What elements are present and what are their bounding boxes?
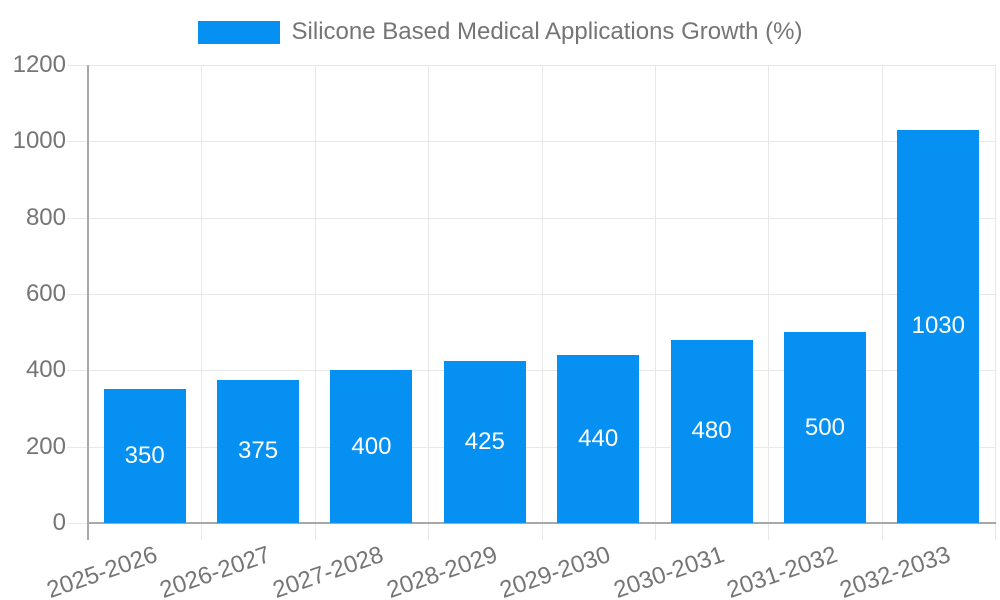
gridline-vertical xyxy=(314,65,316,540)
legend-swatch xyxy=(197,20,280,44)
bar xyxy=(783,332,866,523)
bar xyxy=(557,355,640,523)
bar xyxy=(443,360,526,523)
gridline-vertical xyxy=(881,65,883,540)
gridline-horizontal xyxy=(67,141,996,143)
bar-value-label: 350 xyxy=(124,442,165,470)
bar-value-label: 440 xyxy=(578,425,619,453)
y-axis-label: 1200 xyxy=(12,51,66,78)
bar-value-label: 1030 xyxy=(911,312,965,340)
bar xyxy=(670,339,753,523)
gridline-vertical xyxy=(995,65,996,540)
bar-value-label: 480 xyxy=(691,417,732,445)
y-axis-label: 0 xyxy=(52,509,66,536)
bar xyxy=(330,370,413,523)
gridline-vertical xyxy=(201,65,203,540)
chart-legend: Silicone Based Medical Applications Grow… xyxy=(0,18,1000,46)
y-axis-label: 400 xyxy=(25,356,66,384)
legend-label: Silicone Based Medical Applications Grow… xyxy=(291,18,803,45)
bar xyxy=(217,379,300,523)
bar xyxy=(897,129,980,523)
gridline-vertical xyxy=(428,65,430,540)
gridline-vertical xyxy=(541,65,543,540)
gridline-horizontal xyxy=(67,446,996,448)
y-axis-label: 600 xyxy=(25,280,66,307)
y-axis-label: 200 xyxy=(25,432,66,460)
bar-value-label: 375 xyxy=(238,437,279,465)
gridline-horizontal xyxy=(67,65,996,66)
y-axis-label: 800 xyxy=(25,203,66,231)
y-axis-label: 1000 xyxy=(12,127,66,155)
bar-value-label: 400 xyxy=(351,432,392,460)
bar-value-label: 500 xyxy=(804,413,845,441)
y-axis-line xyxy=(87,65,89,540)
gridline-horizontal xyxy=(67,217,996,219)
x-axis-line xyxy=(88,522,996,524)
gridline-vertical xyxy=(654,65,656,540)
gridline-horizontal xyxy=(67,294,996,295)
bar xyxy=(103,389,186,523)
gridline-vertical xyxy=(768,65,770,540)
gridline-horizontal xyxy=(67,370,996,372)
bar-value-label: 425 xyxy=(464,427,505,455)
